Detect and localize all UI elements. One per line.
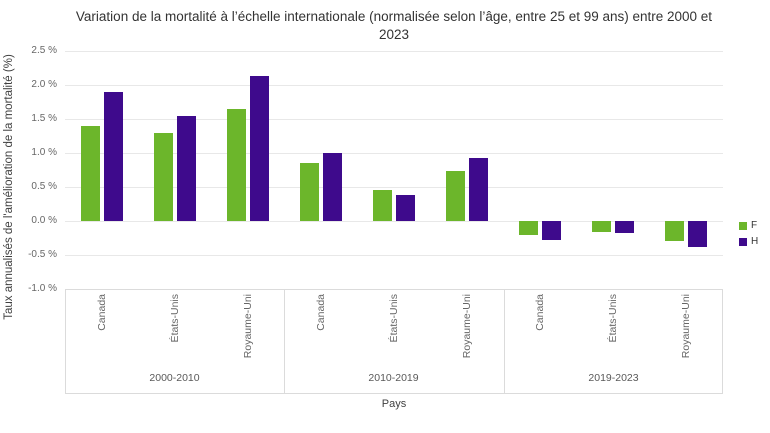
- legend-item-f: F: [739, 220, 758, 232]
- bar-F-2010-2019-Canada: [300, 163, 319, 221]
- bar-H-2010-2019-Canada: [323, 153, 342, 221]
- x-group-label: 2000-2010: [149, 372, 200, 384]
- y-axis-tick-label: 0.0 %: [31, 215, 57, 226]
- legend-swatch-h-icon: [739, 238, 747, 246]
- chart-title: Variation de la mortalité à l’échelle in…: [75, 9, 713, 42]
- group-separator: [504, 289, 505, 394]
- x-axis-band: [65, 289, 723, 394]
- bar-F-2000-2010-Canada: [81, 126, 100, 221]
- gridline: [65, 85, 723, 86]
- y-axis-tick-label: 2.5 %: [31, 45, 57, 56]
- bar-F-2019-2023-Royaume-Uni: [665, 221, 684, 241]
- bar-H-2019-2023-États-Unis: [615, 221, 634, 233]
- bar-F-2019-2023-Canada: [519, 221, 538, 235]
- bar-F-2010-2019-États-Unis: [373, 190, 392, 221]
- y-axis-tick-label: -1.0 %: [28, 283, 57, 294]
- group-separator: [284, 289, 285, 394]
- y-axis-tick-label: 1.0 %: [31, 147, 57, 158]
- x-group-label: 2019-2023: [588, 372, 639, 384]
- legend-swatch-f-icon: [739, 222, 747, 230]
- bar-H-2019-2023-Royaume-Uni: [688, 221, 707, 247]
- gridline: [65, 187, 723, 188]
- gridline: [65, 119, 723, 120]
- gridline: [65, 221, 723, 222]
- bar-H-2000-2010-États-Unis: [177, 116, 196, 221]
- gridline: [65, 153, 723, 154]
- bar-F-2000-2010-Royaume-Uni: [227, 109, 246, 221]
- y-axis-tick-label: 2.0 %: [31, 79, 57, 90]
- bar-F-2000-2010-États-Unis: [154, 133, 173, 221]
- bar-H-2019-2023-Canada: [542, 221, 561, 240]
- y-axis-tick-label: 1.5 %: [31, 113, 57, 124]
- x-group-label: 2010-2019: [368, 372, 419, 384]
- y-axis-tick-label: 0.5 %: [31, 181, 57, 192]
- y-axis-tick-label: -0.5 %: [28, 249, 57, 260]
- gridline: [65, 51, 723, 52]
- bar-H-2000-2010-Canada: [104, 92, 123, 221]
- bar-F-2010-2019-Royaume-Uni: [446, 171, 465, 221]
- legend-label-f: F: [751, 220, 758, 231]
- bar-H-2010-2019-États-Unis: [396, 195, 415, 221]
- legend-item-h: H: [739, 236, 758, 248]
- x-axis-title: Pays: [381, 398, 407, 410]
- bar-H-2000-2010-Royaume-Uni: [250, 76, 269, 221]
- gridline: [65, 255, 723, 256]
- bar-H-2010-2019-Royaume-Uni: [469, 158, 488, 221]
- bar-F-2019-2023-États-Unis: [592, 221, 611, 232]
- legend-label-h: H: [751, 236, 759, 247]
- legend: F H: [739, 220, 758, 252]
